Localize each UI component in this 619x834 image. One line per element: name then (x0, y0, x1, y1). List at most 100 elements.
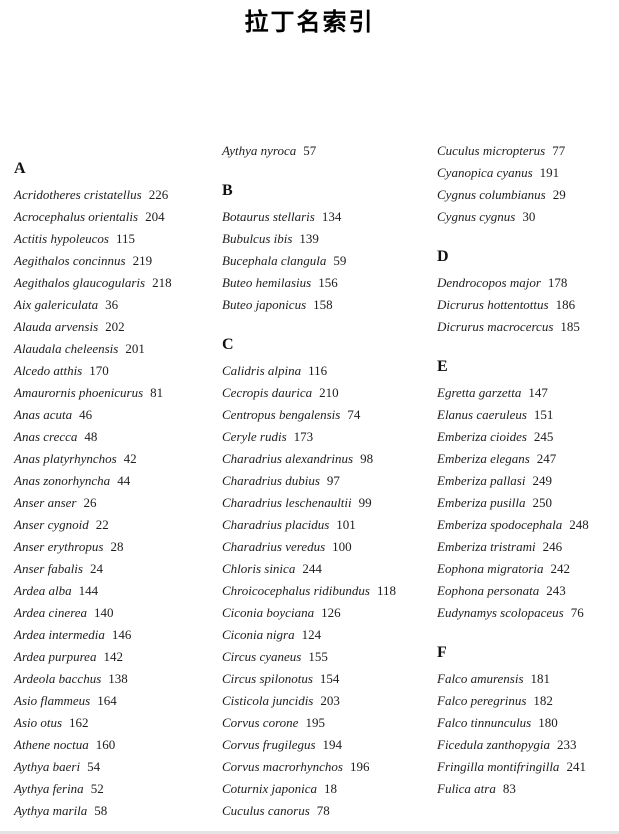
species-name: Calidris alpina (222, 363, 302, 378)
species-name: Emberiza tristrami (437, 539, 536, 554)
page-number: 124 (301, 627, 322, 642)
species-name: Buteo japonicus (222, 297, 307, 312)
index-entry: Athene noctua 160 (14, 734, 222, 756)
index-entry: Aegithalos glaucogularis 218 (14, 272, 222, 294)
species-name: Asio otus (14, 715, 63, 730)
species-name: Aegithalos concinnus (14, 253, 126, 268)
page-number: 154 (319, 671, 340, 686)
index-column-1: A Acridotheres cristatellus 226 Acrocephalu… (14, 140, 222, 822)
letter-header-F: F (437, 644, 447, 661)
page-number: 202 (105, 319, 125, 334)
index-entry: Chloris sinica 244 (222, 558, 437, 580)
index-entry: Emberiza spodocephala 248 (437, 514, 619, 536)
page-number: 233 (557, 737, 577, 752)
species-name: Falco tinnunculus (437, 715, 532, 730)
species-name: Corvus frugilegus (222, 737, 316, 752)
page-number: 126 (321, 605, 341, 620)
index-entry: Alaudala cheleensis 201 (14, 338, 222, 360)
index-entry: Circus cyaneus 155 (222, 646, 437, 668)
page-number: 115 (115, 231, 135, 246)
page-number: 48 (84, 429, 98, 444)
page-number: 178 (547, 275, 568, 290)
page-number: 181 (530, 671, 551, 686)
species-name: Coturnix japonica (222, 781, 317, 796)
page-number: 246 (542, 539, 563, 554)
index-entry: Eudynamys scolopaceus 76 (437, 602, 619, 624)
species-name: Fringilla montifringilla (437, 759, 560, 774)
index-entry: Ciconia boyciana 126 (222, 602, 437, 624)
page-number: 57 (303, 143, 317, 158)
index-entry: Charadrius placidus 101 (222, 514, 437, 536)
page-number: 22 (95, 517, 109, 532)
index-entry: Acridotheres cristatellus 226 (14, 184, 222, 206)
index-entry: Emberiza cioides 245 (437, 426, 619, 448)
species-name: Charadrius dubius (222, 473, 320, 488)
page-number: 191 (539, 165, 560, 180)
page-number: 170 (89, 363, 109, 378)
species-name: Circus cyaneus (222, 649, 302, 664)
species-name: Egretta garzetta (437, 385, 522, 400)
page-number: 99 (358, 495, 372, 510)
index-entry: Fringilla montifringilla 241 (437, 756, 619, 778)
species-name: Aythya baeri (14, 759, 81, 774)
species-name: Ficedula zanthopygia (437, 737, 551, 752)
index-entry: Aythya baeri 54 (14, 756, 222, 778)
species-name: Anser anser (14, 495, 77, 510)
page-number: 151 (533, 407, 554, 422)
page-number: 146 (111, 627, 132, 642)
index-entry: Anser erythropus 28 (14, 536, 222, 558)
species-name: Emberiza spodocephala (437, 517, 563, 532)
species-name: Anser erythropus (14, 539, 104, 554)
species-name: Charadrius placidus (222, 517, 330, 532)
species-name: Centropus bengalensis (222, 407, 341, 422)
page-number: 245 (533, 429, 554, 444)
page-number: 116 (308, 363, 328, 378)
index-entry: Egretta garzetta 147 (437, 382, 619, 404)
species-name: Falco peregrinus (437, 693, 527, 708)
index-entry: Falco amurensis 181 (437, 668, 619, 690)
index-entry: Corvus frugilegus 194 (222, 734, 437, 756)
index-entry: Charadrius alexandrinus 98 (222, 448, 437, 470)
index-entry: Anas zonorhyncha 44 (14, 470, 222, 492)
index-entry: Asio flammeus 164 (14, 690, 222, 712)
page-number: 242 (550, 561, 571, 576)
page-number: 204 (145, 209, 165, 224)
index-entry: Bubulcus ibis 139 (222, 228, 437, 250)
index-entry: Dendrocopos major 178 (437, 272, 619, 294)
index-entry: Aegithalos concinnus 219 (14, 250, 222, 272)
page-number: 147 (528, 385, 548, 400)
species-name: Cuculus micropterus (437, 143, 546, 158)
index-column-2: Aythya nyroca 57 B Botaurus stellaris 134 Bub… (222, 140, 437, 822)
index-entry: Emberiza elegans 247 (437, 448, 619, 470)
species-name: Actitis hypoleucos (14, 231, 109, 246)
page-number: 180 (538, 715, 558, 730)
index-entry: Falco peregrinus 182 (437, 690, 619, 712)
page-number: 194 (322, 737, 343, 752)
page-number: 74 (347, 407, 361, 422)
index-entry: Cygnus cygnus 30 (437, 206, 619, 228)
species-name: Aythya marila (14, 803, 88, 818)
index-entry: Charadrius veredus 100 (222, 536, 437, 558)
species-name: Chroicocephalus ridibundus (222, 583, 370, 598)
index-entry: Charadrius leschenaultii 99 (222, 492, 437, 514)
page-number: 134 (321, 209, 342, 224)
page-number: 201 (125, 341, 145, 356)
page-number: 30 (522, 209, 536, 224)
species-name: Cygnus cygnus (437, 209, 516, 224)
species-name: Charadrius veredus (222, 539, 326, 554)
index-entry: Alcedo atthis 170 (14, 360, 222, 382)
species-name: Aix galericulata (14, 297, 99, 312)
page-number: 59 (333, 253, 347, 268)
page-number: 196 (349, 759, 370, 774)
species-name: Ceryle rudis (222, 429, 287, 444)
page-number: 28 (110, 539, 124, 554)
species-name: Cecropis daurica (222, 385, 313, 400)
index-entry: Asio otus 162 (14, 712, 222, 734)
species-name: Amaurornis phoenicurus (14, 385, 144, 400)
species-name: Ciconia boyciana (222, 605, 315, 620)
page-number: 140 (94, 605, 114, 620)
page-number: 158 (313, 297, 333, 312)
species-name: Anser fabalis (14, 561, 83, 576)
species-name: Alcedo atthis (14, 363, 83, 378)
page-number: 203 (320, 693, 340, 708)
